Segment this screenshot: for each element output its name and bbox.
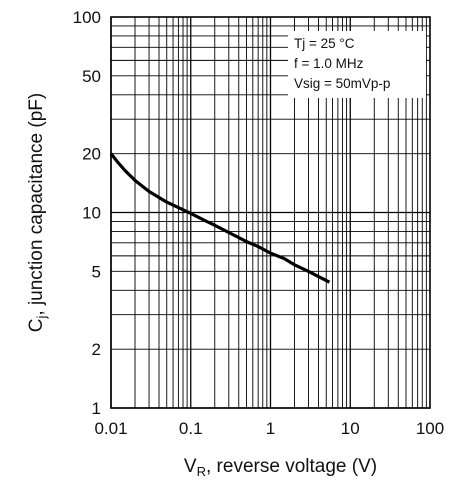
- y-tick-label: 100: [73, 8, 101, 27]
- y-tick-label: 50: [82, 67, 101, 86]
- x-tick-label: 100: [416, 419, 444, 438]
- x-axis-title-main: V: [184, 456, 197, 477]
- y-axis-title: Cj, junction capacitance (pF): [26, 93, 49, 332]
- x-tick-label: 0.01: [94, 419, 127, 438]
- capacitance-curve-0: [109, 152, 331, 284]
- condition-frequency: f = 1.0 MHz: [294, 56, 364, 71]
- conditions-box-background: [288, 31, 426, 98]
- conditions-box: Tj = 25 °C f = 1.0 MHz Vsig = 50mVp-p: [288, 31, 426, 98]
- y-tick-label: 2: [92, 340, 101, 359]
- y-tick-label: 5: [92, 262, 101, 281]
- condition-signal: Vsig = 50mVp-p: [294, 76, 390, 91]
- x-tick-label: 1: [266, 419, 275, 438]
- x-tick-label: 0.1: [179, 419, 203, 438]
- y-tick-labels: 1 2 5 10 20 50 100: [73, 8, 101, 418]
- y-axis-title-rest: , junction capacitance (pF): [26, 93, 47, 316]
- y-tick-label: 10: [82, 204, 101, 223]
- x-axis-title-rest: , reverse voltage (V): [206, 456, 377, 477]
- x-tick-label: 10: [341, 419, 360, 438]
- x-axis-title-subscript: R: [197, 464, 206, 479]
- series-layer: [109, 152, 331, 284]
- y-axis-title-main: C: [26, 319, 47, 333]
- y-tick-label: 20: [82, 145, 101, 164]
- x-axis-title: VR, reverse voltage (V): [184, 456, 377, 479]
- condition-temperature: Tj = 25 °C: [294, 36, 355, 51]
- x-tick-labels: 0.01 0.1 1 10 100: [94, 419, 444, 438]
- plot-frame: [110, 16, 431, 409]
- y-tick-label: 1: [92, 399, 101, 418]
- y-axis-title-subscript: j: [34, 316, 49, 320]
